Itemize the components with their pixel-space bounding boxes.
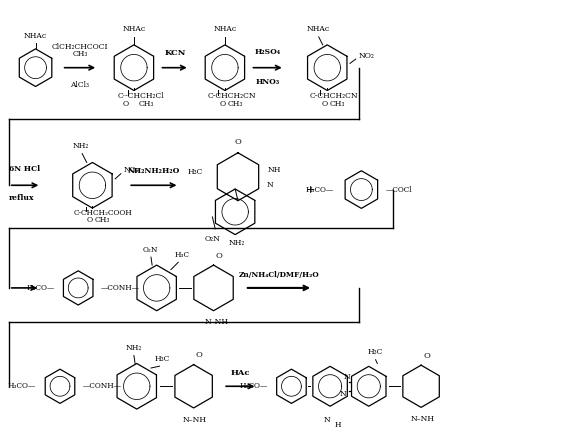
Text: ClCH₂CHCOCI: ClCH₂CHCOCI: [52, 43, 108, 51]
Text: —CONH—: —CONH—: [83, 382, 122, 390]
Text: AlCl₃: AlCl₃: [70, 80, 89, 89]
Text: KCN: KCN: [164, 49, 185, 57]
Text: NHAc: NHAc: [24, 32, 47, 40]
Text: NO₂: NO₂: [124, 166, 139, 174]
Text: NHAc: NHAc: [122, 25, 146, 33]
Text: reflux: reflux: [9, 194, 35, 202]
Text: N: N: [323, 416, 330, 424]
Text: NH₂NH₂H₂O: NH₂NH₂H₂O: [128, 167, 180, 175]
Text: —COCl: —COCl: [385, 186, 412, 194]
Text: O: O: [87, 216, 93, 224]
Text: H₃CO—: H₃CO—: [306, 186, 334, 194]
Text: C-CHCH₂COOH: C-CHCH₂COOH: [73, 209, 132, 217]
Text: O₂N: O₂N: [142, 246, 157, 254]
Text: N: N: [339, 390, 346, 398]
Text: H₂SO₄: H₂SO₄: [255, 48, 281, 56]
Text: O: O: [216, 252, 223, 260]
Text: H₃C: H₃C: [187, 168, 203, 176]
Text: Zn/NH₄Cl/DMF/H₂O: Zn/NH₄Cl/DMF/H₂O: [238, 270, 319, 279]
Text: CH₃: CH₃: [228, 100, 243, 108]
Text: HNO₃: HNO₃: [256, 78, 279, 86]
Text: NH₂: NH₂: [229, 239, 245, 247]
Text: N–NH: N–NH: [204, 318, 228, 327]
Text: H₃C: H₃C: [368, 348, 383, 356]
Text: N–NH: N–NH: [410, 415, 434, 423]
Text: O: O: [423, 352, 430, 360]
Text: O: O: [234, 138, 241, 146]
Text: HAc: HAc: [230, 369, 250, 377]
Text: O: O: [123, 100, 129, 108]
Text: NH₂: NH₂: [126, 344, 142, 352]
Text: NH: NH: [267, 166, 281, 174]
Text: O: O: [321, 100, 328, 108]
Text: C·-CHCH₂Cl: C·-CHCH₂Cl: [118, 92, 164, 101]
Text: NHAc: NHAc: [306, 25, 329, 33]
Text: CH₃: CH₃: [330, 100, 345, 108]
Text: H: H: [335, 421, 341, 429]
Text: 6N HCl: 6N HCl: [9, 165, 40, 173]
Text: CH₃: CH₃: [95, 216, 111, 224]
Text: N: N: [267, 181, 273, 189]
Text: H₃CO—: H₃CO—: [26, 284, 54, 292]
Text: H₃CO—: H₃CO—: [239, 382, 267, 390]
Text: CH₃: CH₃: [139, 100, 154, 108]
Text: O₂N: O₂N: [204, 235, 221, 243]
Text: C-CHCH₂CN: C-CHCH₂CN: [207, 92, 256, 101]
Text: H₃C: H₃C: [175, 251, 190, 259]
Text: O: O: [196, 352, 203, 359]
Text: O: O: [219, 100, 225, 108]
Text: N: N: [344, 373, 351, 381]
Text: H₃C: H₃C: [155, 355, 170, 363]
Text: —CONH—: —CONH—: [101, 284, 140, 292]
Text: NH₂: NH₂: [73, 142, 89, 150]
Text: H₃CO—: H₃CO—: [8, 382, 36, 390]
Text: N–NH: N–NH: [183, 416, 207, 424]
Text: NO₂: NO₂: [359, 52, 375, 60]
Text: NHAc: NHAc: [213, 25, 237, 33]
Text: +: +: [305, 184, 315, 194]
Text: C-CHCH₂CN: C-CHCH₂CN: [310, 92, 358, 101]
Text: CH₃: CH₃: [72, 50, 88, 58]
